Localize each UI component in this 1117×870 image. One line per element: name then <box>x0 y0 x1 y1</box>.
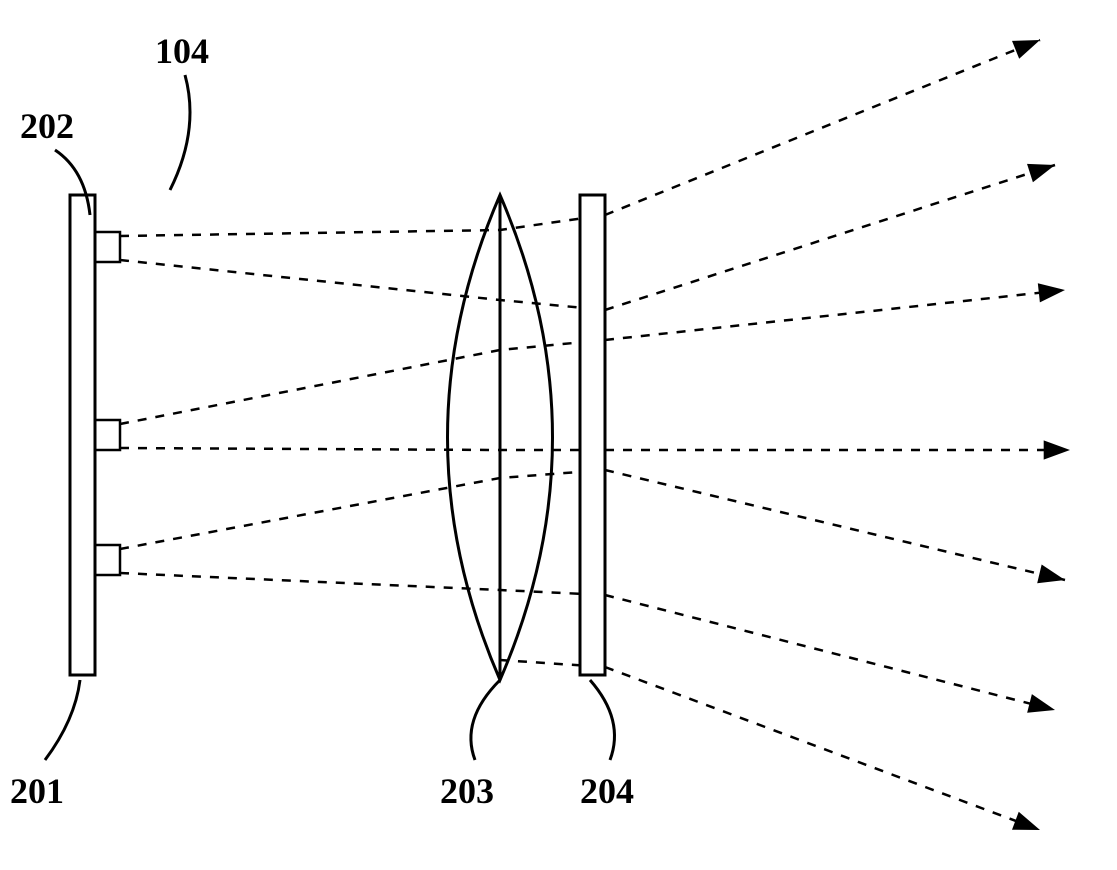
label-203: 203 <box>440 770 494 812</box>
diagram-svg <box>0 0 1117 865</box>
label-204: 204 <box>580 770 634 812</box>
label-104: 104 <box>155 30 209 72</box>
optical-diagram: 104 202 201 203 204 <box>0 0 1117 865</box>
label-202: 202 <box>20 105 74 147</box>
label-201: 201 <box>10 770 64 812</box>
